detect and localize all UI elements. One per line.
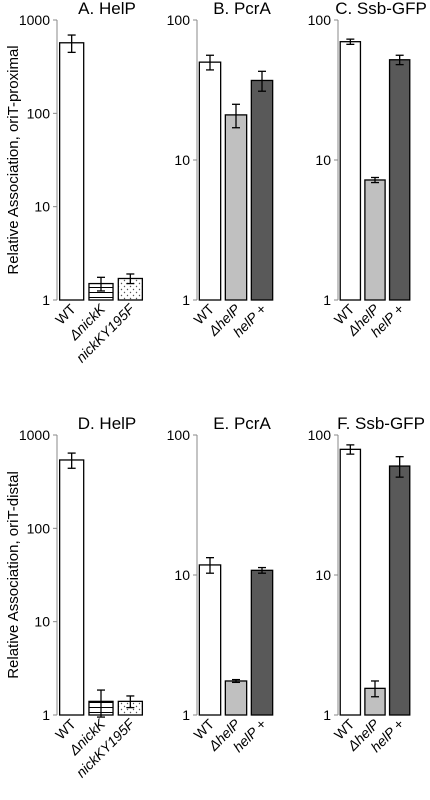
y-tick-label: 100 (167, 427, 191, 443)
panel-title: C. Ssb-GFP (335, 0, 427, 18)
panel-title: B. PcrA (213, 0, 271, 18)
bar (224, 114, 248, 301)
error-bar (258, 70, 266, 92)
y-tick-label: 10 (34, 199, 50, 215)
error-bar (232, 103, 240, 129)
y-tick-label: 10 (315, 152, 331, 168)
error-bar (67, 34, 76, 54)
panel-title: D. HelP (78, 414, 137, 433)
y-tick-label: 100 (27, 520, 51, 536)
y-tick-label: 1 (42, 707, 50, 723)
error-bar (258, 566, 266, 574)
y-tick-label: 100 (308, 427, 332, 443)
error-bar (371, 176, 379, 184)
bar (58, 459, 85, 716)
y-tick-label: 1 (182, 707, 190, 723)
error-bar (97, 689, 105, 718)
bar (388, 59, 411, 301)
y-tick-label: 100 (167, 12, 191, 28)
error-bar (395, 456, 404, 478)
error-bar (206, 54, 214, 71)
y-tick-label: 10 (34, 614, 50, 630)
error-bar (346, 444, 355, 455)
error-bar (126, 273, 135, 285)
bar (388, 465, 411, 716)
bar (364, 179, 386, 301)
error-bar (232, 678, 240, 684)
bar (198, 564, 222, 716)
y-tick-label: 1 (42, 292, 50, 308)
y-tick-label: 10 (315, 567, 331, 583)
panel-title: F. Ssb-GFP (337, 414, 425, 433)
y-tick-label: 1 (323, 707, 331, 723)
error-bar (395, 54, 404, 66)
y-tick-label: 100 (27, 105, 51, 121)
y-tick-label: 1000 (19, 427, 50, 443)
y-axis-label: Relative Association, oriT-distal (5, 471, 22, 679)
bar (339, 41, 362, 301)
y-tick-label: 1 (323, 292, 331, 308)
error-bar (126, 695, 135, 709)
y-axis-label: Relative Association, oriT-proximal (5, 45, 22, 274)
error-bar (346, 38, 355, 45)
y-tick-label: 100 (308, 12, 332, 28)
y-tick-label: 1000 (19, 12, 50, 28)
error-bar (206, 557, 214, 574)
panel-title: A. HelP (78, 0, 136, 18)
error-bar (67, 452, 76, 469)
error-bar (371, 680, 379, 698)
panel-title: E. PcrA (213, 414, 271, 433)
y-tick-label: 10 (174, 567, 190, 583)
bar (339, 448, 362, 716)
bar (224, 680, 248, 716)
bar (250, 79, 274, 301)
bar (58, 42, 85, 301)
bar (198, 61, 222, 301)
y-tick-label: 1 (182, 292, 190, 308)
bar (250, 569, 274, 716)
error-bar (97, 276, 105, 292)
y-tick-label: 10 (174, 152, 190, 168)
